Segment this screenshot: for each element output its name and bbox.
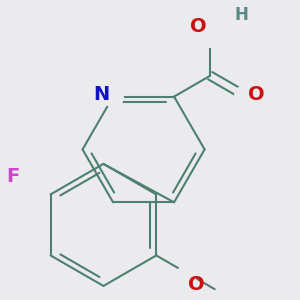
Text: O: O (190, 16, 207, 36)
Text: N: N (94, 85, 110, 104)
Text: H: H (234, 6, 248, 24)
Text: O: O (188, 275, 205, 294)
Text: F: F (6, 167, 20, 186)
Text: O: O (248, 85, 265, 104)
